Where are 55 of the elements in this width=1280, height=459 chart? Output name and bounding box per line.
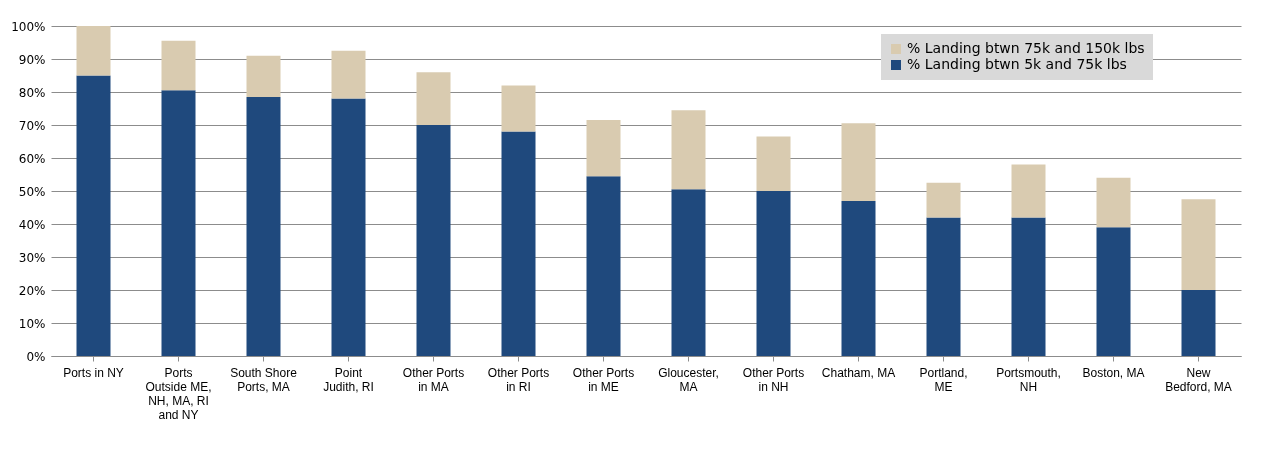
bar <box>671 189 706 356</box>
x-tick-label: Boston, MA <box>1082 365 1145 380</box>
bar <box>76 26 111 76</box>
x-tick-label: New Bedford, MA <box>1165 365 1232 394</box>
bar <box>76 75 111 356</box>
y-tick-label: 90% <box>18 52 46 67</box>
bar <box>416 72 451 125</box>
bar <box>1181 199 1216 290</box>
bar <box>671 110 706 190</box>
y-tick-label: 100% <box>11 19 46 34</box>
bar <box>501 85 536 132</box>
bar <box>586 176 621 356</box>
x-tick-label: Chatham, MA <box>821 365 896 380</box>
x-tick-label: Portsmouth, NH <box>996 365 1061 394</box>
y-tick-label: 10% <box>18 316 46 331</box>
bar <box>841 200 876 356</box>
bar <box>1011 164 1046 218</box>
x-tick-label: South Shore Ports, MA <box>230 365 298 394</box>
x-tick-label: Ports in NY <box>63 365 124 380</box>
legend-label: % Landing btwn 5k and 75k lbs <box>907 56 1127 72</box>
bar <box>926 182 961 218</box>
y-tick-label: 80% <box>18 85 46 100</box>
bar <box>1096 227 1131 356</box>
x-tick-label: Other Ports in ME <box>572 365 635 394</box>
legend-label: % Landing btwn 75k and 150k lbs <box>907 40 1145 56</box>
bar <box>1181 290 1216 356</box>
y-tick-label: 50% <box>18 184 46 199</box>
x-tick-label: Other Ports in MA <box>402 365 465 394</box>
x-tick-label: Other Ports in NH <box>742 365 805 394</box>
y-tick-label: 60% <box>18 151 46 166</box>
x-tick-label: Other Ports in RI <box>487 365 550 394</box>
x-tick-label: Ports Outside ME, NH, MA, RI and NY <box>145 365 212 422</box>
y-tick-label: 20% <box>18 283 46 298</box>
x-tick-label: Point Judith, RI <box>323 365 374 394</box>
x-tick-label: Gloucester, MA <box>658 365 719 394</box>
bar <box>161 90 196 356</box>
bar <box>331 98 366 356</box>
bar <box>416 125 451 356</box>
y-tick-label: 30% <box>18 250 46 265</box>
bar <box>926 217 961 356</box>
y-tick-label: 40% <box>18 217 46 232</box>
bar <box>1011 217 1046 356</box>
bar <box>841 123 876 201</box>
x-tick-label: Portland, ME <box>919 365 968 394</box>
bar <box>756 191 791 356</box>
bar <box>161 40 196 91</box>
bar <box>586 120 621 177</box>
bar <box>246 96 281 356</box>
y-tick-label: 70% <box>18 118 46 133</box>
bar <box>756 136 791 191</box>
bar <box>501 131 536 356</box>
bar <box>331 50 366 99</box>
y-tick-label: 0% <box>26 349 46 364</box>
bar <box>1096 177 1131 228</box>
bar <box>246 55 281 97</box>
